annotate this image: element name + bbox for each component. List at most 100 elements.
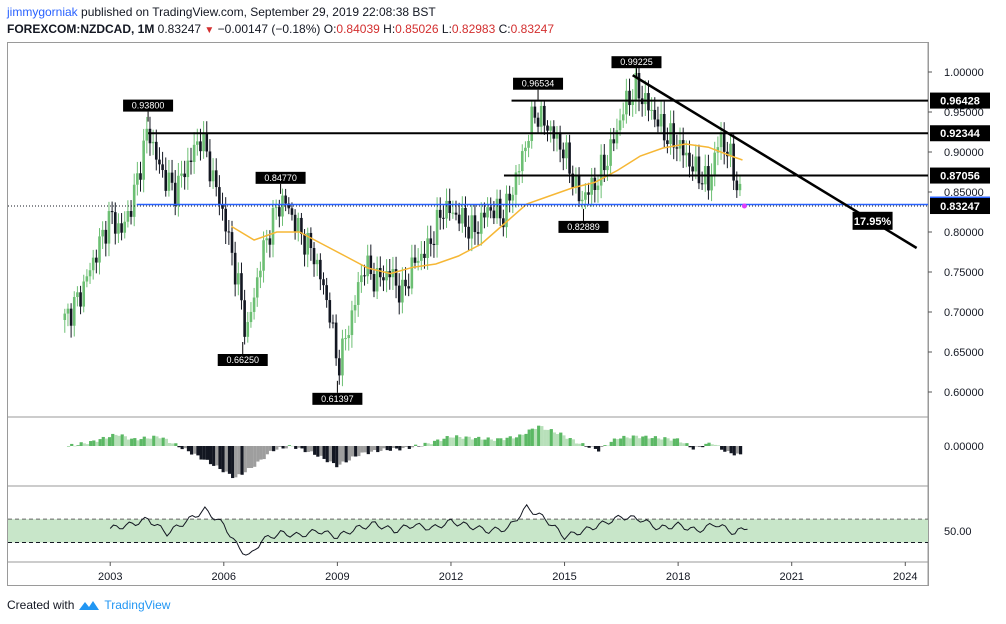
candle xyxy=(306,227,310,268)
candle xyxy=(375,256,379,300)
candle xyxy=(255,267,259,307)
candle xyxy=(703,154,707,192)
candle-body xyxy=(104,229,108,244)
momentum-bar xyxy=(136,440,140,446)
momentum-bar xyxy=(215,446,219,466)
candle-body xyxy=(656,119,660,127)
candle xyxy=(543,100,546,135)
tradingview-link[interactable]: TradingView xyxy=(104,598,171,612)
candle-body xyxy=(618,120,622,131)
peak-label-box xyxy=(611,56,662,69)
candle-body xyxy=(110,211,114,213)
candle-body xyxy=(596,185,600,190)
candle xyxy=(539,101,543,135)
candle xyxy=(580,190,584,209)
momentum-bar xyxy=(335,446,339,468)
candle xyxy=(498,189,502,226)
candle-body xyxy=(716,147,720,153)
price-label-box xyxy=(930,198,990,215)
candle xyxy=(514,164,518,208)
candle-body xyxy=(161,164,164,171)
candle xyxy=(530,100,534,149)
candle-body xyxy=(319,259,322,280)
candle-body xyxy=(461,207,464,224)
momentum-bar xyxy=(202,446,206,460)
candle-body xyxy=(486,207,489,218)
momentum-bar xyxy=(357,446,361,457)
price-label-text: 0.83247 xyxy=(940,201,980,213)
momentum-bar xyxy=(414,444,418,446)
candle-body xyxy=(322,279,325,286)
candle-body xyxy=(609,139,612,166)
momentum-bar xyxy=(530,428,534,446)
candle-body xyxy=(347,335,351,339)
symbol-name[interactable]: FOREXCOM:NZDCAD, 1M xyxy=(7,22,155,36)
candle-body xyxy=(511,194,515,201)
momentum-bar xyxy=(73,445,77,447)
candle-body xyxy=(214,170,218,188)
candle xyxy=(227,220,231,245)
momentum-bar xyxy=(543,429,547,446)
candle xyxy=(404,267,407,296)
momentum-bar xyxy=(502,440,506,446)
candle-body xyxy=(707,166,710,191)
candle-body xyxy=(205,133,209,152)
candle xyxy=(461,196,464,233)
candle xyxy=(259,261,262,289)
candle-body xyxy=(650,109,653,111)
candle xyxy=(713,141,717,187)
momentum-bar xyxy=(171,443,175,446)
momentum-bar xyxy=(338,446,342,465)
candle-body xyxy=(438,209,442,218)
price-label-text: 0.96428 xyxy=(940,96,980,108)
candle-body xyxy=(527,141,530,148)
candle xyxy=(79,285,82,315)
momentum-bar xyxy=(249,446,254,468)
candle xyxy=(334,314,338,366)
candle xyxy=(590,167,593,207)
last-price: 0.83247 xyxy=(157,22,202,36)
candle-body xyxy=(558,132,562,150)
candle xyxy=(675,134,679,162)
momentum-bar xyxy=(82,443,86,446)
momentum-bar xyxy=(89,441,93,446)
momentum-bar xyxy=(218,446,222,470)
momentum-bar xyxy=(208,446,213,465)
candle-body xyxy=(530,106,534,142)
momentum-tick-label: 0.00000 xyxy=(944,441,984,453)
momentum-bar xyxy=(694,446,699,447)
candle xyxy=(325,277,328,308)
momentum-bar xyxy=(619,438,623,446)
candle xyxy=(202,121,205,159)
candle xyxy=(489,197,493,219)
momentum-bar xyxy=(455,435,459,446)
momentum-bar xyxy=(524,433,528,446)
candle xyxy=(281,188,284,226)
candle xyxy=(167,159,171,197)
candle xyxy=(356,271,360,317)
momentum-bar xyxy=(666,438,670,446)
candle-body xyxy=(372,274,376,292)
close-label: C: xyxy=(498,22,511,36)
momentum-bar xyxy=(672,438,676,446)
candle-body xyxy=(259,270,262,278)
candle xyxy=(208,139,212,188)
candle xyxy=(631,89,634,117)
momentum-bar xyxy=(66,446,71,447)
momentum-bar xyxy=(142,436,146,446)
candle-body xyxy=(722,132,726,152)
candle xyxy=(457,202,461,232)
candle-body xyxy=(170,172,174,183)
candle xyxy=(524,141,527,162)
author-link[interactable]: jimmygorniak xyxy=(7,5,78,19)
candle-body xyxy=(644,93,647,105)
momentum-bar xyxy=(628,438,632,446)
momentum-bar xyxy=(98,439,102,446)
momentum-bar xyxy=(265,446,269,455)
candle xyxy=(495,189,499,224)
momentum-bar xyxy=(511,438,516,446)
candle xyxy=(691,154,694,181)
open-label: O: xyxy=(323,22,337,36)
candle-body xyxy=(306,232,310,255)
